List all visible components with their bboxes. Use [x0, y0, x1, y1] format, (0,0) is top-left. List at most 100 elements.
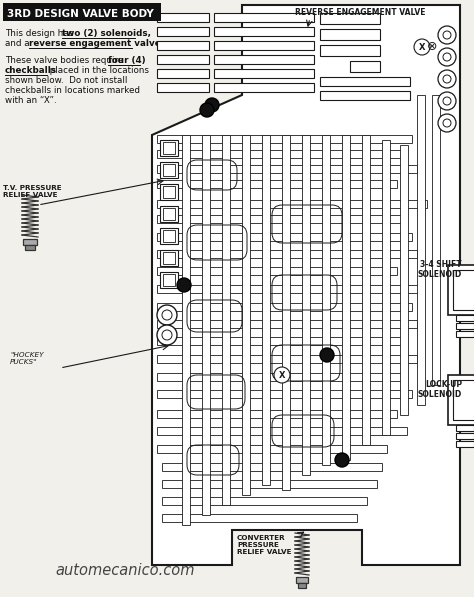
Circle shape	[438, 92, 456, 110]
Bar	[400, 145, 408, 415]
Bar	[157, 320, 417, 328]
Bar	[163, 208, 175, 220]
Circle shape	[443, 53, 451, 61]
Bar	[157, 150, 402, 158]
Bar	[214, 83, 314, 92]
Bar	[157, 390, 412, 398]
Bar	[163, 186, 175, 198]
Bar	[456, 315, 474, 321]
Circle shape	[443, 31, 451, 39]
Circle shape	[414, 39, 430, 55]
Bar	[157, 180, 397, 188]
Circle shape	[443, 119, 451, 127]
Bar	[298, 583, 306, 588]
Circle shape	[274, 367, 290, 383]
Bar	[456, 441, 474, 447]
Bar	[222, 135, 230, 505]
Bar	[157, 200, 427, 208]
Circle shape	[157, 325, 177, 345]
Circle shape	[335, 453, 349, 467]
Text: and a: and a	[5, 39, 32, 48]
Text: shown below.  Do not install: shown below. Do not install	[5, 76, 128, 85]
Text: T.V. PRESSURE
RELIEF VALVE: T.V. PRESSURE RELIEF VALVE	[3, 185, 62, 198]
Bar	[322, 135, 330, 465]
Bar	[157, 165, 417, 173]
Text: "HOCKEY
PUCKS": "HOCKEY PUCKS"	[10, 352, 44, 365]
Bar	[157, 83, 209, 92]
Circle shape	[205, 98, 219, 112]
Bar	[453, 270, 474, 310]
Text: 3-4 SHIFT
SOLENOID: 3-4 SHIFT SOLENOID	[418, 260, 462, 279]
Bar	[214, 27, 314, 36]
Bar	[432, 95, 440, 385]
Bar	[157, 427, 407, 435]
Text: reverse engagement valve.: reverse engagement valve.	[29, 39, 164, 48]
Bar	[282, 135, 290, 490]
Circle shape	[177, 278, 191, 292]
Text: These valve bodies require: These valve bodies require	[5, 56, 126, 65]
Bar	[162, 463, 382, 471]
Bar	[448, 375, 474, 425]
Bar	[163, 230, 175, 242]
Bar	[162, 480, 377, 488]
Text: four (4): four (4)	[108, 56, 146, 65]
Bar	[382, 140, 390, 435]
Bar	[202, 135, 210, 515]
Bar	[214, 41, 314, 50]
Bar	[350, 61, 380, 72]
Bar	[157, 13, 209, 22]
Bar	[453, 380, 474, 420]
Bar	[163, 252, 175, 264]
Bar	[262, 135, 270, 485]
Bar	[162, 514, 357, 522]
Bar	[25, 245, 35, 250]
Bar	[157, 355, 417, 363]
Bar	[157, 267, 397, 275]
Circle shape	[157, 305, 177, 325]
Bar	[456, 433, 474, 439]
Bar	[157, 285, 422, 293]
Circle shape	[443, 97, 451, 105]
Polygon shape	[152, 5, 460, 565]
Bar	[182, 135, 190, 525]
Text: LOCK-UP
SOLENOID: LOCK-UP SOLENOID	[418, 380, 462, 399]
Bar	[302, 135, 310, 475]
Bar	[157, 250, 417, 258]
Bar	[157, 215, 407, 223]
Bar	[362, 135, 370, 445]
Bar	[157, 135, 412, 143]
Circle shape	[443, 75, 451, 83]
Text: two (2) solenoids,: two (2) solenoids,	[62, 29, 151, 38]
Bar	[320, 13, 380, 24]
Text: This design has: This design has	[5, 29, 76, 38]
Bar	[320, 29, 380, 40]
Bar	[163, 274, 175, 286]
Bar	[157, 233, 412, 241]
Bar	[157, 337, 407, 345]
Bar	[456, 331, 474, 337]
Bar	[157, 69, 209, 78]
Text: REVERSE ENGAGEMENT VALVE: REVERSE ENGAGEMENT VALVE	[295, 8, 426, 17]
Bar	[448, 265, 474, 315]
Bar	[160, 228, 178, 244]
Bar	[157, 410, 397, 418]
Bar	[160, 184, 178, 200]
Text: X: X	[419, 42, 425, 51]
Bar	[157, 373, 402, 381]
Bar	[342, 135, 350, 460]
Bar	[320, 91, 410, 100]
Text: checkballs: checkballs	[5, 66, 57, 75]
Bar	[157, 303, 412, 311]
Text: CONVERTER
PRESSURE
RELIEF VALVE: CONVERTER PRESSURE RELIEF VALVE	[237, 535, 292, 555]
Circle shape	[162, 310, 172, 320]
Bar	[160, 140, 178, 156]
Text: checkballs in locations marked: checkballs in locations marked	[5, 86, 140, 95]
Bar	[214, 55, 314, 64]
Circle shape	[200, 103, 214, 117]
Bar	[157, 55, 209, 64]
Bar	[160, 162, 178, 178]
Circle shape	[438, 114, 456, 132]
Text: 3RD DESIGN VALVE BODY: 3RD DESIGN VALVE BODY	[7, 9, 154, 19]
Bar	[214, 69, 314, 78]
Bar	[320, 45, 380, 56]
